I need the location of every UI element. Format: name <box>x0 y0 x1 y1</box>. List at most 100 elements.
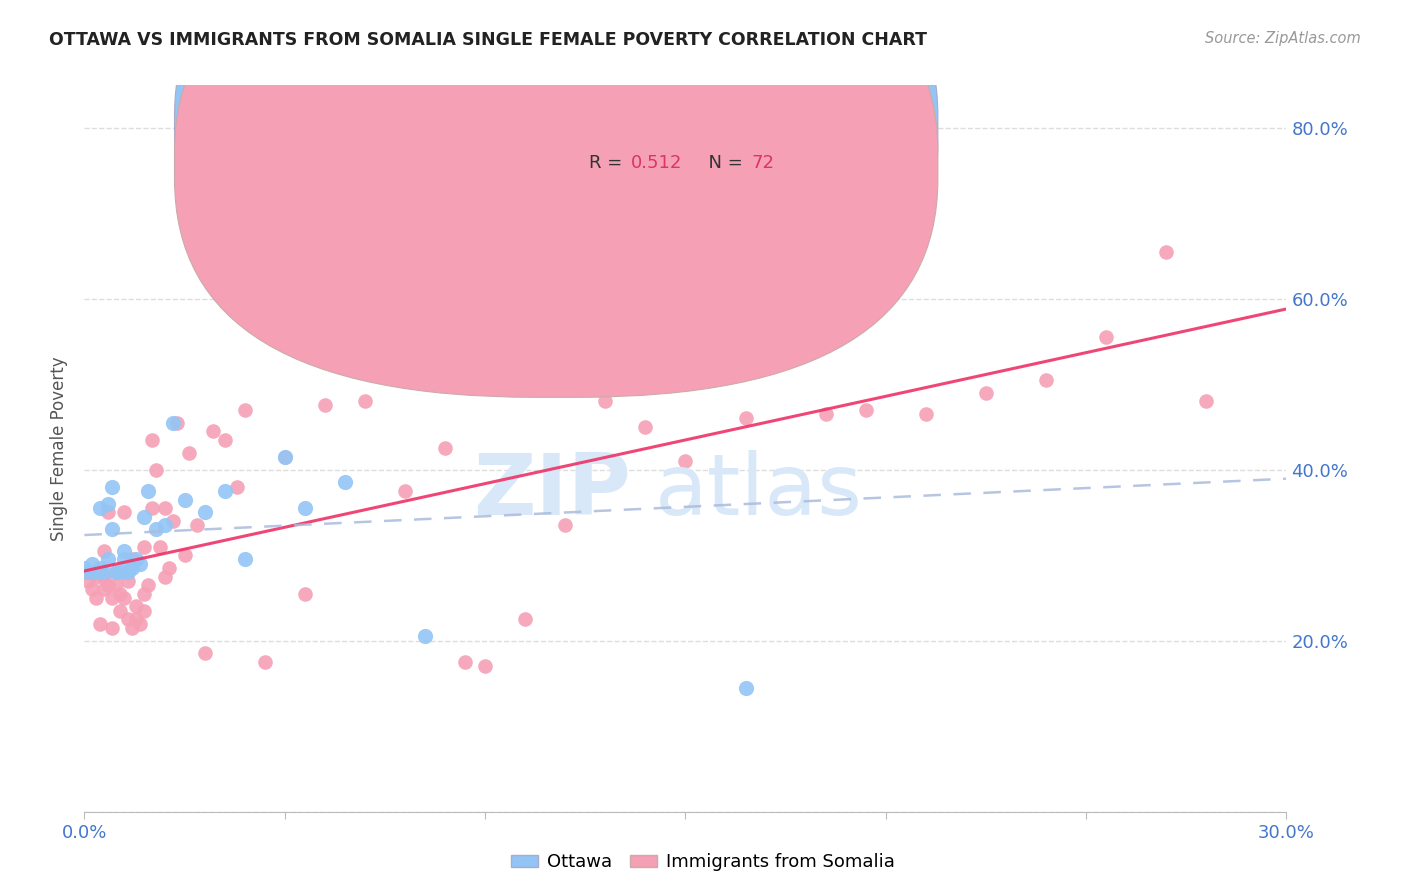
Text: N =: N = <box>697 120 749 137</box>
Point <box>86 566 108 580</box>
Point <box>1195 394 1218 409</box>
Point <box>110 604 132 618</box>
Point <box>129 616 152 631</box>
Text: N =: N = <box>697 153 749 171</box>
Text: ZIP: ZIP <box>474 450 631 533</box>
Point <box>129 557 152 571</box>
Point <box>121 552 143 566</box>
Point <box>93 544 115 558</box>
Point <box>121 621 143 635</box>
Point <box>114 591 135 605</box>
Point <box>145 523 167 537</box>
Point <box>114 544 135 558</box>
Text: R =: R = <box>589 153 628 171</box>
Point <box>173 548 195 562</box>
Text: R =: R = <box>589 120 628 137</box>
Point <box>333 475 356 490</box>
Point <box>595 394 617 409</box>
Point <box>734 411 756 425</box>
Text: 0.164: 0.164 <box>631 120 682 137</box>
Point <box>474 659 496 673</box>
Point <box>101 591 124 605</box>
Point <box>97 578 120 592</box>
Point <box>89 561 111 575</box>
Y-axis label: Single Female Poverty: Single Female Poverty <box>51 356 69 541</box>
Point <box>274 450 297 464</box>
Point <box>166 416 188 430</box>
Point <box>86 591 108 605</box>
Point <box>110 566 132 580</box>
Point <box>145 462 167 476</box>
Point <box>82 557 104 571</box>
Point <box>153 518 176 533</box>
Text: Source: ZipAtlas.com: Source: ZipAtlas.com <box>1205 31 1361 46</box>
Text: OTTAWA VS IMMIGRANTS FROM SOMALIA SINGLE FEMALE POVERTY CORRELATION CHART: OTTAWA VS IMMIGRANTS FROM SOMALIA SINGLE… <box>49 31 927 49</box>
Point <box>73 561 96 575</box>
Point <box>214 483 236 498</box>
Point <box>138 578 160 592</box>
Point <box>1156 244 1178 259</box>
Point <box>214 433 236 447</box>
Point <box>314 399 336 413</box>
Point <box>117 566 139 580</box>
Point <box>105 566 128 580</box>
Text: 34: 34 <box>752 120 775 137</box>
Point <box>93 569 115 583</box>
Point <box>162 514 184 528</box>
Point <box>634 420 657 434</box>
FancyBboxPatch shape <box>174 0 938 397</box>
Point <box>233 552 256 566</box>
Point <box>134 587 156 601</box>
Point <box>454 180 477 194</box>
Point <box>177 445 200 459</box>
Point <box>855 402 877 417</box>
Point <box>157 561 180 575</box>
Point <box>134 509 156 524</box>
Point <box>162 416 184 430</box>
Point <box>734 681 756 695</box>
Point <box>434 442 457 455</box>
Point <box>141 501 163 516</box>
Point <box>97 505 120 519</box>
Point <box>294 501 316 516</box>
Point <box>274 450 297 464</box>
Point <box>141 433 163 447</box>
Point <box>515 612 537 626</box>
Point <box>454 655 477 669</box>
Point <box>225 480 247 494</box>
Point <box>117 574 139 588</box>
Point <box>153 569 176 583</box>
Point <box>97 497 120 511</box>
Point <box>186 518 208 533</box>
Point <box>97 552 120 566</box>
Point <box>125 599 148 614</box>
Point <box>194 647 217 661</box>
Point <box>675 454 697 468</box>
Point <box>89 501 111 516</box>
Point <box>105 566 128 580</box>
Point <box>1035 373 1057 387</box>
Point <box>413 629 436 643</box>
Point <box>974 385 997 400</box>
Point <box>814 407 837 421</box>
Point <box>125 612 148 626</box>
Point <box>134 604 156 618</box>
Text: atlas: atlas <box>655 450 863 533</box>
Point <box>138 483 160 498</box>
Point <box>82 582 104 597</box>
Point <box>333 321 356 335</box>
Text: 72: 72 <box>752 153 775 171</box>
Point <box>354 394 377 409</box>
Point <box>73 566 96 580</box>
Legend: Ottawa, Immigrants from Somalia: Ottawa, Immigrants from Somalia <box>503 847 903 879</box>
Point <box>294 587 316 601</box>
Point <box>121 561 143 575</box>
Text: 0.512: 0.512 <box>631 153 683 171</box>
Point <box>114 552 135 566</box>
Point <box>101 523 124 537</box>
FancyBboxPatch shape <box>174 0 938 361</box>
Point <box>114 505 135 519</box>
Point <box>105 578 128 592</box>
Point <box>915 407 938 421</box>
Point <box>117 612 139 626</box>
